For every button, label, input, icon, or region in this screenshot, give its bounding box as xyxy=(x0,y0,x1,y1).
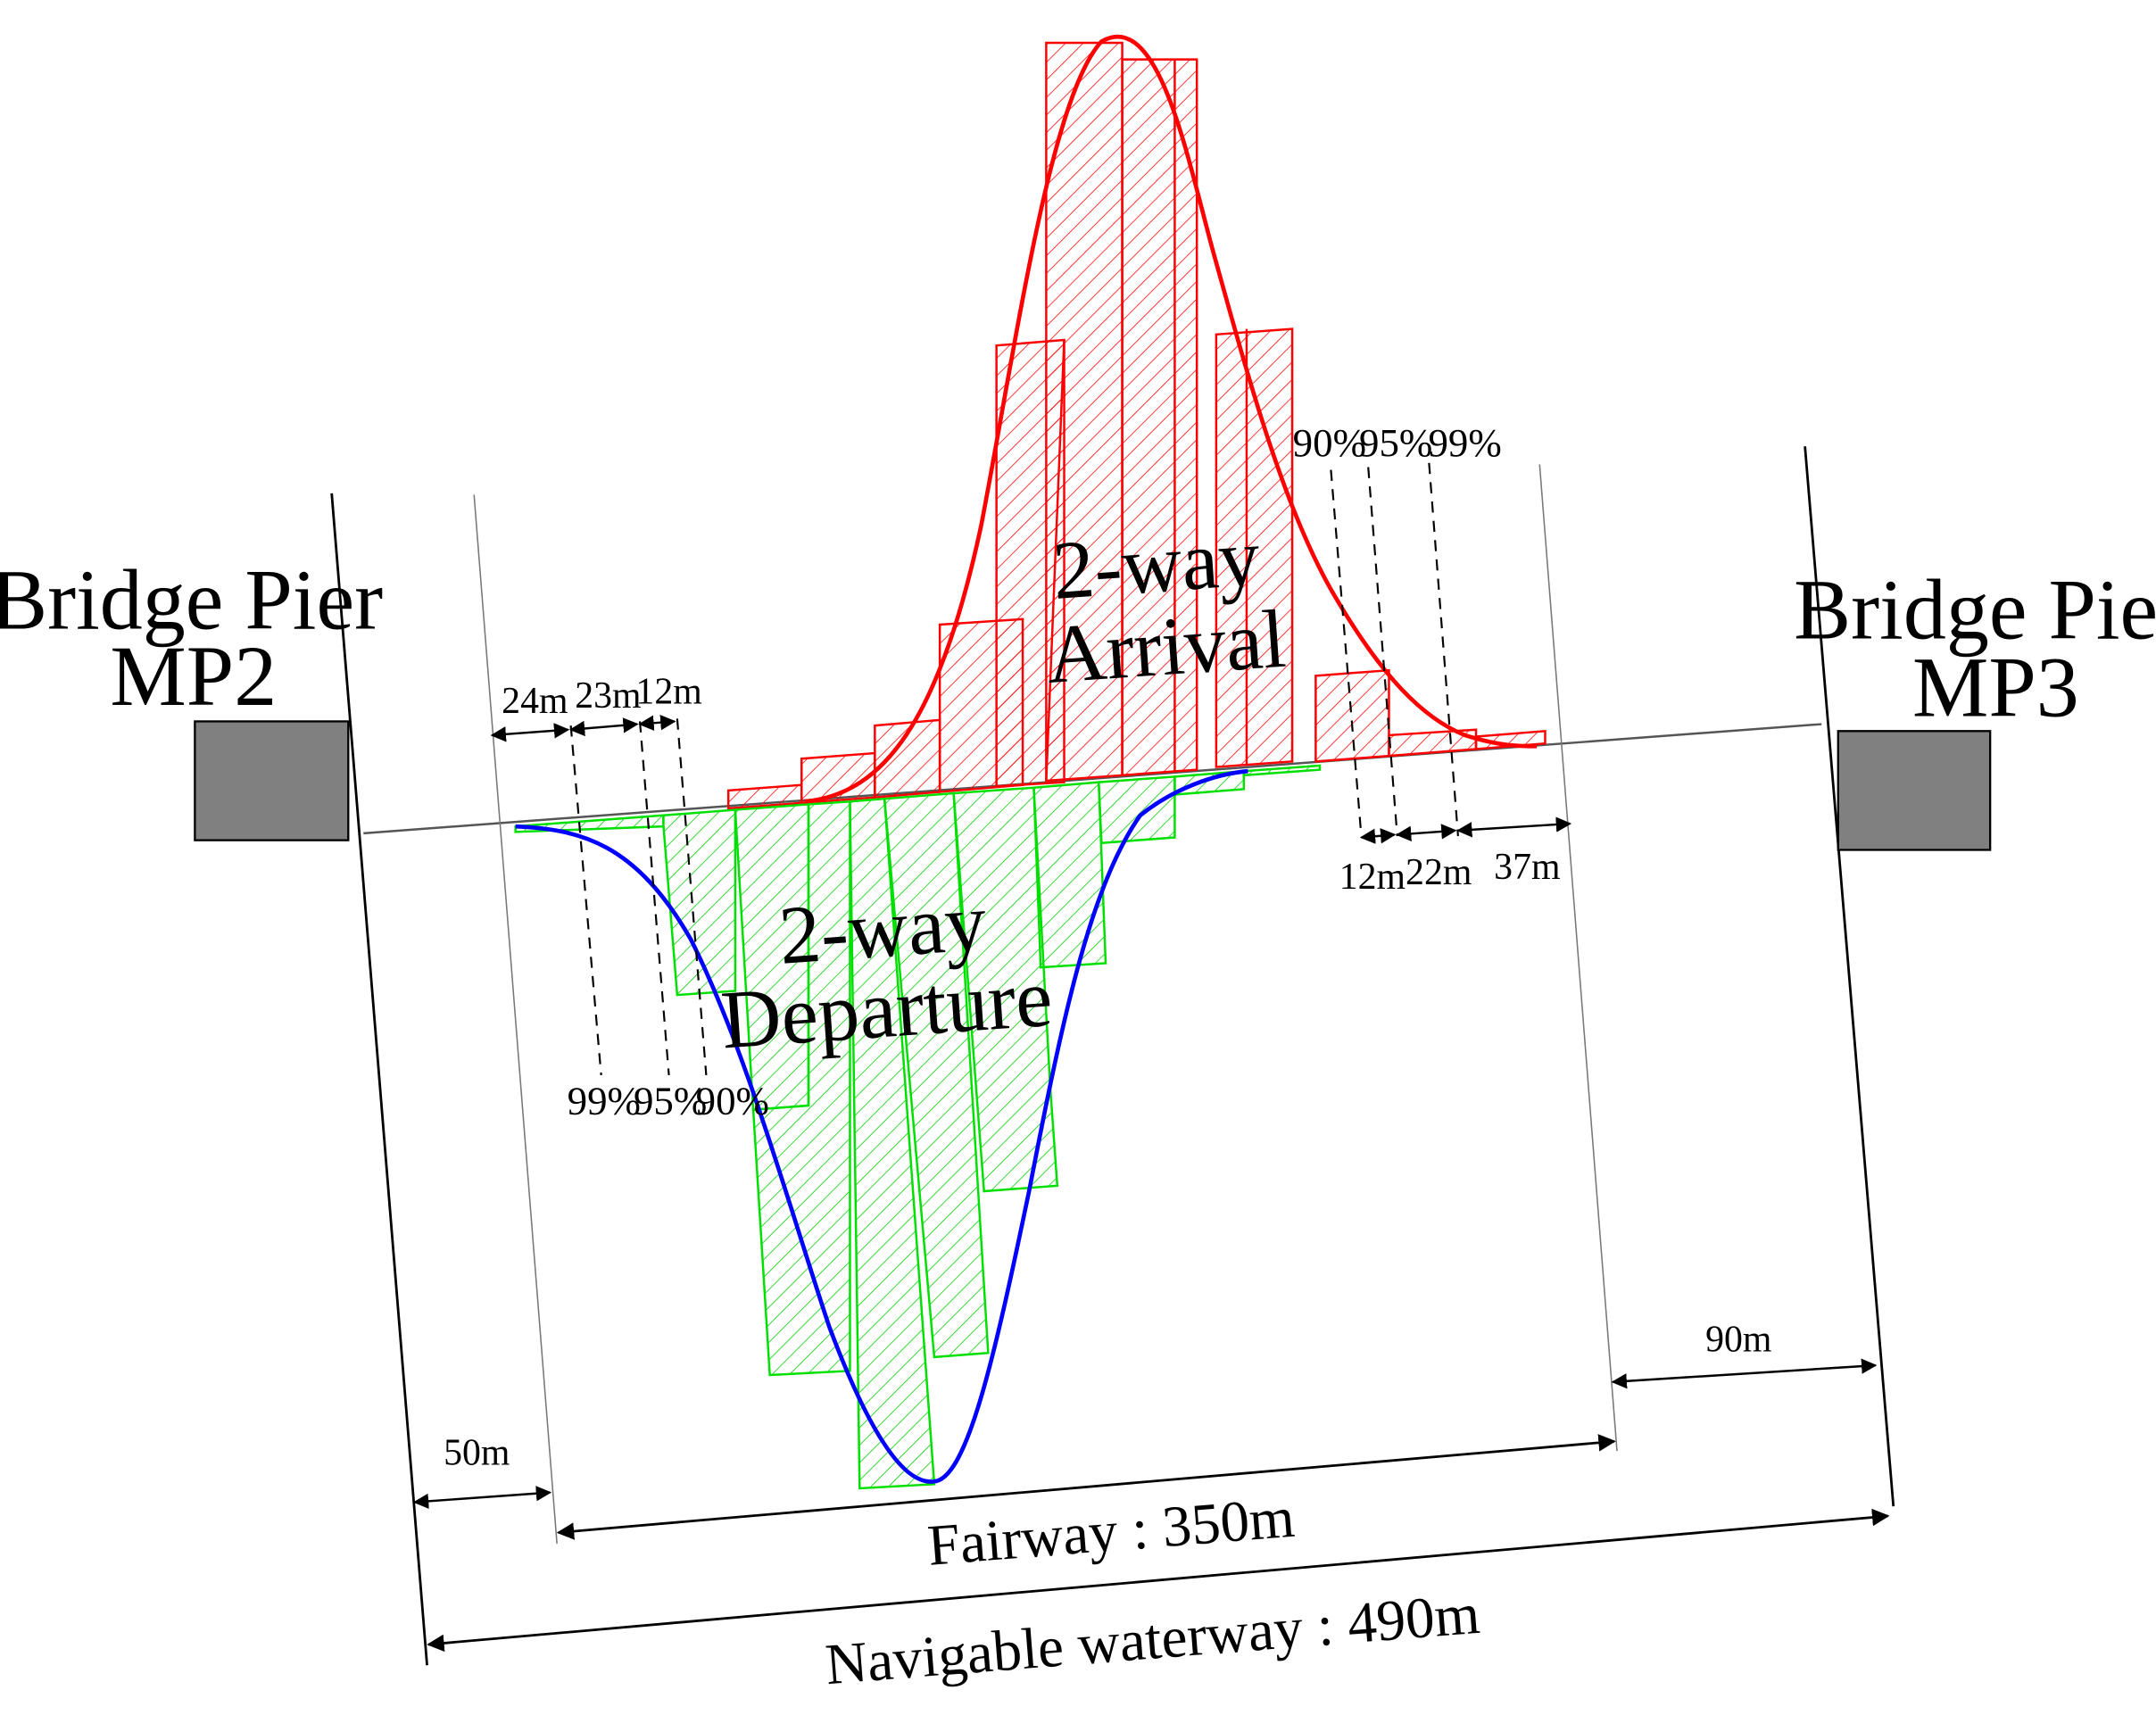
departure-offset-arrows xyxy=(490,715,676,742)
navigable-label: Navigable waterway : 490m xyxy=(823,1582,1481,1697)
navigable-arrow xyxy=(427,1508,1890,1653)
baseline xyxy=(363,723,1822,835)
departure-percentile-lines xyxy=(569,718,708,1076)
arrival-bar xyxy=(1314,668,1390,763)
bridge-pier-mp3 xyxy=(1837,730,1992,851)
arrival-pct-95: 95% xyxy=(1359,420,1432,465)
right-clearance-arrow xyxy=(1611,1358,1878,1389)
arrival-offset-95: 22m xyxy=(1406,852,1472,893)
departure-label-line1: 2-way xyxy=(776,876,990,982)
departure-bar xyxy=(1097,775,1176,845)
departure-offset-95: 23m xyxy=(575,675,641,717)
navigable-boundary-left xyxy=(330,493,428,1666)
departure-bar xyxy=(952,786,1059,1193)
departure-bar xyxy=(883,791,990,1359)
arrival-offset-99: 37m xyxy=(1494,847,1560,888)
departure-bar xyxy=(1242,764,1322,777)
departure-offset-90: 12m xyxy=(635,671,701,712)
pier-mp2-label-line2: MP2 xyxy=(110,628,277,724)
arrival-percentile-lines xyxy=(1330,462,1459,837)
arrival-curve xyxy=(804,34,1538,804)
arrival-bar xyxy=(1215,327,1294,768)
arrival-offset-arrows xyxy=(1359,816,1572,844)
left-clearance-arrow xyxy=(412,1486,552,1510)
left-clearance-label: 50m xyxy=(444,1433,510,1474)
pier-mp3-label-line2: MP3 xyxy=(1912,639,2079,734)
navigable-boundary-right xyxy=(1804,446,1895,1507)
arrival-offset-90: 12m xyxy=(1339,857,1406,898)
departure-pct-99: 99% xyxy=(568,1078,641,1123)
arrival-dividers xyxy=(1045,59,1248,782)
arrival-histogram xyxy=(726,41,1547,810)
departure-pct-95: 95% xyxy=(634,1078,707,1123)
departure-pct-90: 90% xyxy=(696,1078,769,1123)
right-clearance-label: 90m xyxy=(1705,1320,1771,1361)
bridge-pier-mp2 xyxy=(194,720,350,841)
departure-offset-99: 24m xyxy=(502,681,568,722)
pier-mp2-label-line1: Bridge Pier xyxy=(0,552,383,648)
arrival-pct-99: 99% xyxy=(1428,420,1501,465)
departure-bar xyxy=(1173,769,1246,796)
arrival-pct-90: 90% xyxy=(1293,420,1366,465)
arrival-label-line1: 2-way xyxy=(1049,511,1263,617)
pier-mp3-label-line1: Bridge Pier xyxy=(1794,562,2156,658)
arrival-bar xyxy=(1121,58,1198,777)
departure-bar xyxy=(1032,781,1107,969)
arrival-label-line2: Arrival xyxy=(1043,593,1289,701)
departure-histogram xyxy=(514,764,1322,1490)
fairway-boundary-right xyxy=(1538,464,1618,1452)
departure-bar xyxy=(662,808,737,997)
fairway-boundary-left xyxy=(473,494,558,1544)
fairway-label: Fairway : 350m xyxy=(925,1486,1297,1578)
